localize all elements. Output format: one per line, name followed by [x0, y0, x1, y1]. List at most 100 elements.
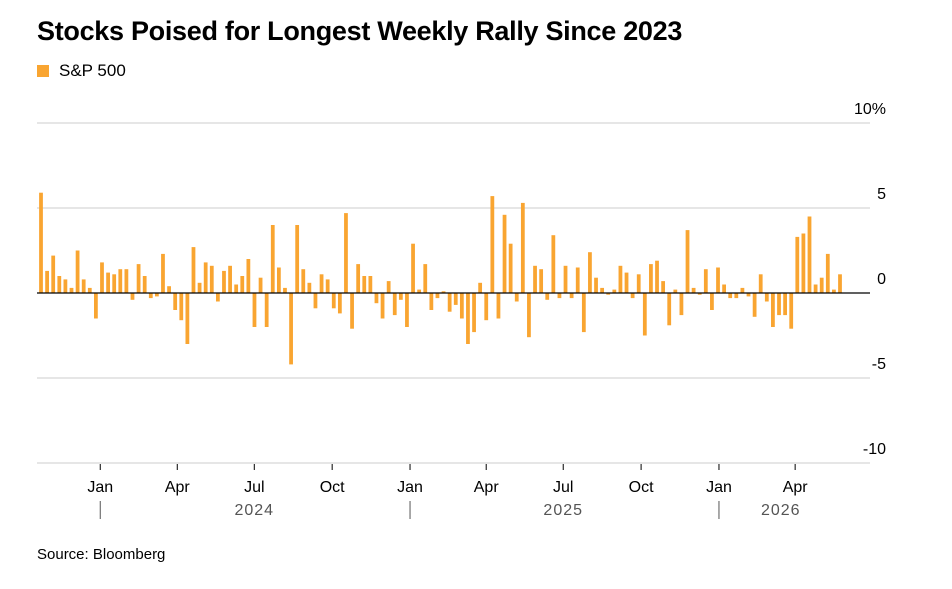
bar	[478, 282, 483, 293]
bar	[661, 281, 666, 293]
bar	[832, 289, 836, 293]
bar	[295, 225, 300, 293]
bar	[185, 293, 190, 344]
bar	[398, 293, 403, 300]
bar	[405, 293, 409, 327]
bar	[356, 264, 361, 293]
bar	[459, 293, 464, 319]
bar	[649, 264, 653, 293]
bar	[331, 293, 336, 309]
legend-label: S&P 500	[59, 61, 126, 80]
legend: S&P 500	[37, 61, 126, 81]
bar	[301, 269, 306, 293]
bar	[392, 293, 397, 316]
bar	[606, 293, 611, 295]
bar	[264, 293, 269, 327]
bar	[703, 269, 708, 293]
bar	[746, 293, 751, 297]
bar	[112, 274, 117, 293]
bar	[441, 291, 446, 293]
x-tick-label: Apr	[474, 479, 500, 496]
x-tick-label: Jan	[397, 479, 423, 496]
y-tick-label: 0	[877, 271, 886, 288]
axes: 10% 5 0 -5 -10 Jan Apr Jul Oct Jan Apr Jul Oct Jan Apr…	[37, 101, 886, 519]
bar	[539, 269, 544, 293]
bar	[490, 196, 495, 293]
bar	[252, 293, 257, 327]
source-note: Source: Bloomberg	[37, 546, 166, 563]
y-tick-label: 5	[877, 186, 886, 203]
bar	[752, 293, 757, 317]
bar	[557, 293, 562, 299]
bar	[777, 293, 781, 316]
bar	[344, 213, 348, 293]
bar	[527, 293, 531, 338]
x-tick-label: Jul	[244, 479, 264, 496]
bar	[161, 253, 165, 293]
bar	[740, 287, 745, 293]
bar	[520, 202, 525, 293]
bar	[154, 293, 159, 297]
bar	[106, 272, 110, 293]
bar	[283, 287, 287, 293]
bar	[197, 282, 202, 293]
bar	[429, 293, 434, 310]
bar	[679, 293, 684, 316]
bar	[423, 264, 428, 293]
bar	[75, 250, 80, 293]
y-tick-label: -5	[872, 356, 886, 373]
bar	[258, 277, 263, 293]
bar	[575, 267, 580, 293]
bar	[51, 255, 56, 293]
bar	[57, 276, 62, 293]
bar	[173, 293, 178, 310]
bar	[435, 293, 440, 299]
bar	[508, 243, 513, 293]
bar	[81, 279, 86, 293]
bar	[502, 214, 507, 293]
bar	[386, 281, 391, 293]
year-label: 2024	[234, 502, 274, 519]
bar	[642, 293, 647, 336]
bar	[728, 293, 733, 299]
x-tick-label: Jan	[87, 479, 113, 496]
bar	[209, 265, 214, 293]
bar	[447, 293, 452, 312]
bar	[545, 293, 550, 300]
bar	[203, 262, 208, 293]
bar	[368, 276, 373, 293]
bar	[215, 293, 220, 302]
bar	[758, 274, 763, 293]
bar	[630, 293, 635, 299]
y-tick-label: 10%	[854, 101, 886, 118]
bar	[167, 286, 171, 293]
bar	[581, 293, 586, 333]
bar	[39, 192, 43, 293]
bar	[569, 293, 574, 299]
bar	[673, 289, 678, 293]
bar	[722, 284, 726, 293]
bar	[825, 253, 830, 293]
bar	[228, 265, 232, 293]
year-label: 2025	[543, 502, 583, 519]
legend-swatch	[37, 65, 49, 77]
bar	[69, 287, 74, 293]
bar	[697, 293, 702, 295]
bar	[466, 293, 470, 344]
bar	[94, 293, 98, 319]
bar	[588, 252, 592, 293]
bar	[795, 236, 800, 293]
bar	[618, 265, 623, 293]
bar	[453, 293, 458, 305]
bar	[222, 270, 226, 293]
x-tick-label: Jan	[706, 479, 732, 496]
bar	[551, 235, 556, 293]
bar	[325, 279, 330, 293]
bar	[380, 293, 385, 319]
bar	[63, 279, 68, 293]
bar	[313, 293, 318, 309]
bar	[319, 274, 324, 293]
year-label: 2026	[761, 502, 801, 519]
bar	[600, 287, 605, 293]
